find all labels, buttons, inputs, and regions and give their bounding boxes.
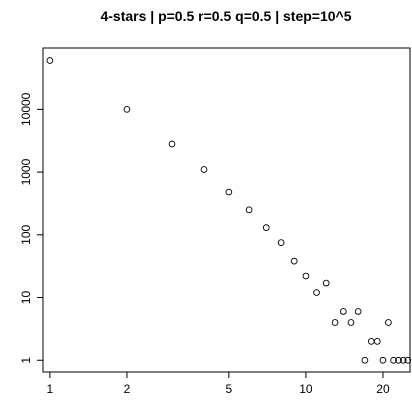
data-point: [124, 106, 130, 112]
data-point: [169, 141, 175, 147]
data-point: [263, 225, 269, 231]
data-point: [47, 58, 53, 64]
x-tick-label: 2: [124, 382, 131, 396]
data-point: [303, 273, 309, 279]
chart-title: 4-stars | p=0.5 r=0.5 q=0.5 | step=10^5: [100, 8, 351, 24]
x-axis: 1 2 5 10 20: [47, 372, 390, 396]
data-point: [362, 357, 368, 363]
data-point: [380, 357, 386, 363]
data-point: [323, 280, 329, 286]
data-point: [314, 290, 320, 296]
y-tick-label: 10000: [19, 92, 33, 126]
data-point: [348, 320, 354, 326]
x-tick-label: 10: [299, 382, 313, 396]
data-point: [340, 309, 346, 315]
x-tick-label: 5: [225, 382, 232, 396]
data-point: [332, 320, 338, 326]
data-point: [374, 338, 380, 344]
data-point: [226, 189, 232, 195]
data-point: [278, 240, 284, 246]
x-tick-label: 1: [47, 382, 54, 396]
data-point: [246, 207, 252, 213]
y-axis: 1 10 100 1000 10000: [19, 92, 43, 363]
y-tick-label: 1: [19, 357, 33, 364]
plot-frame: [43, 48, 410, 372]
y-tick-label: 10: [19, 291, 33, 305]
data-point: [355, 309, 361, 315]
data-point: [368, 338, 374, 344]
x-tick-label: 20: [376, 382, 390, 396]
data-point: [386, 320, 392, 326]
y-tick-label: 1000: [19, 158, 33, 185]
data-points: [47, 58, 411, 364]
data-point: [201, 167, 207, 173]
y-tick-label: 100: [19, 224, 33, 244]
data-point: [291, 258, 297, 264]
